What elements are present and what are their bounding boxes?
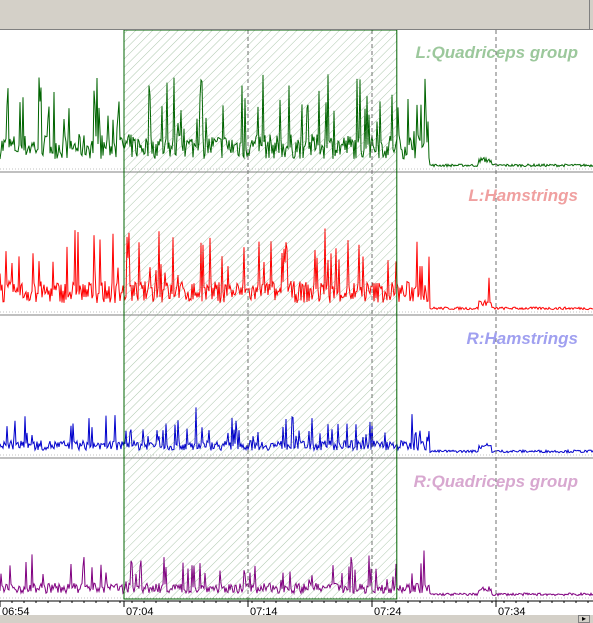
time-tick-label: 07:24 <box>374 606 402 615</box>
time-tick-label: 07:14 <box>250 606 278 615</box>
selection-region[interactable] <box>123 30 398 600</box>
time-tick-label: 07:04 <box>126 606 154 615</box>
channel-label: R:Hamstrings <box>467 329 578 348</box>
channel-label: L:Quadriceps group <box>416 43 578 62</box>
horizontal-scrollbar[interactable] <box>0 615 593 623</box>
channel-label: R:Quadriceps group <box>414 472 578 491</box>
top-bar-divider <box>589 0 590 30</box>
scroll-right-arrow-icon[interactable]: ▸ <box>578 615 590 623</box>
time-tick-label: 07:34 <box>498 606 526 615</box>
time-tick-label: 06:54 <box>2 606 30 615</box>
channel-label: L:Hamstrings <box>468 186 578 205</box>
emg-chart[interactable]: L:Quadriceps group L:Hamstrings R:Hamstrin… <box>0 30 593 615</box>
window-top-bar <box>0 0 593 30</box>
